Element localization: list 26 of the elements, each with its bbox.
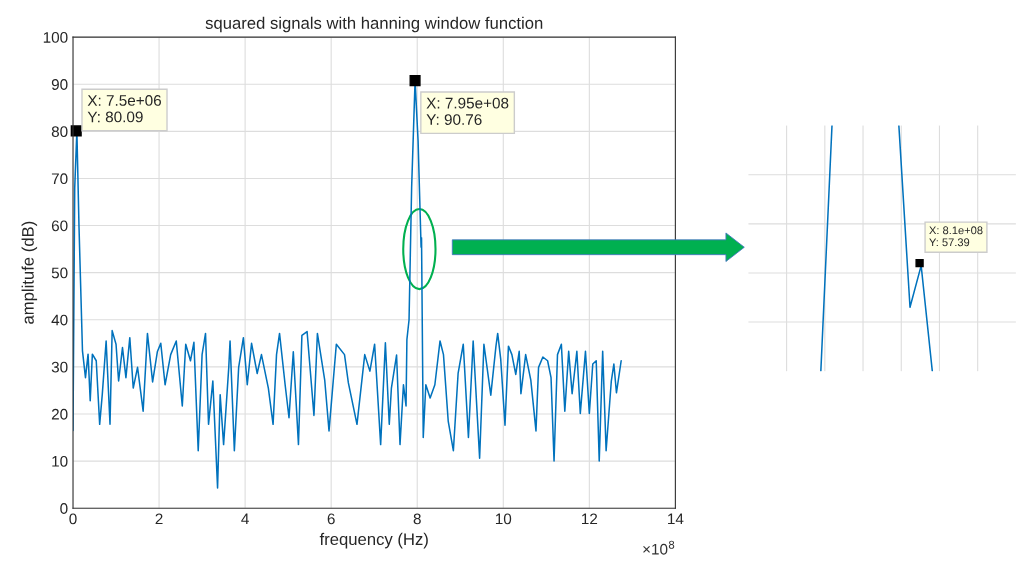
y-tick-label: 70 (51, 173, 68, 185)
y-tick-label: 90 (51, 79, 68, 90)
y-tick-label: 40 (51, 314, 68, 326)
x-tick-label: 12 (582, 513, 598, 525)
annotation: X: 8.1e+08 Y: 57.39 (929, 226, 983, 247)
y-tick-label: 100 (43, 31, 68, 43)
chart-title: squared signals with hanning window function (205, 16, 543, 33)
y-tick-label: 20 (51, 408, 68, 420)
x-tick-label: 6 (327, 513, 335, 525)
annotation: X: 7.95e+08 Y: 90.76 (426, 97, 509, 125)
text: ×10$^{8}$ (643, 540, 675, 555)
x-tick-label: 0 (69, 513, 77, 525)
y-tick-label: 10 (52, 455, 68, 467)
annotation: X: 7.5e+06 Y: 80.09 (87, 95, 161, 123)
y-tick-label: 50 (51, 267, 68, 279)
y-tick-label: 30 (51, 361, 68, 373)
x-tick-label: 4 (241, 513, 249, 525)
y-tick-label: 60 (51, 220, 68, 232)
y-axis-title: amplitufe (dB) (21, 221, 38, 324)
x-axis-title: frequency (Hz) (319, 532, 428, 549)
x-tick-label: 8 (413, 513, 421, 525)
y-tick-label: 80 (51, 126, 68, 138)
x-tick-label: 2 (155, 513, 163, 525)
y-tick-label: 0 (60, 503, 68, 514)
x-tick-label: 10 (495, 513, 512, 525)
x-tick-label: 14 (668, 513, 684, 525)
